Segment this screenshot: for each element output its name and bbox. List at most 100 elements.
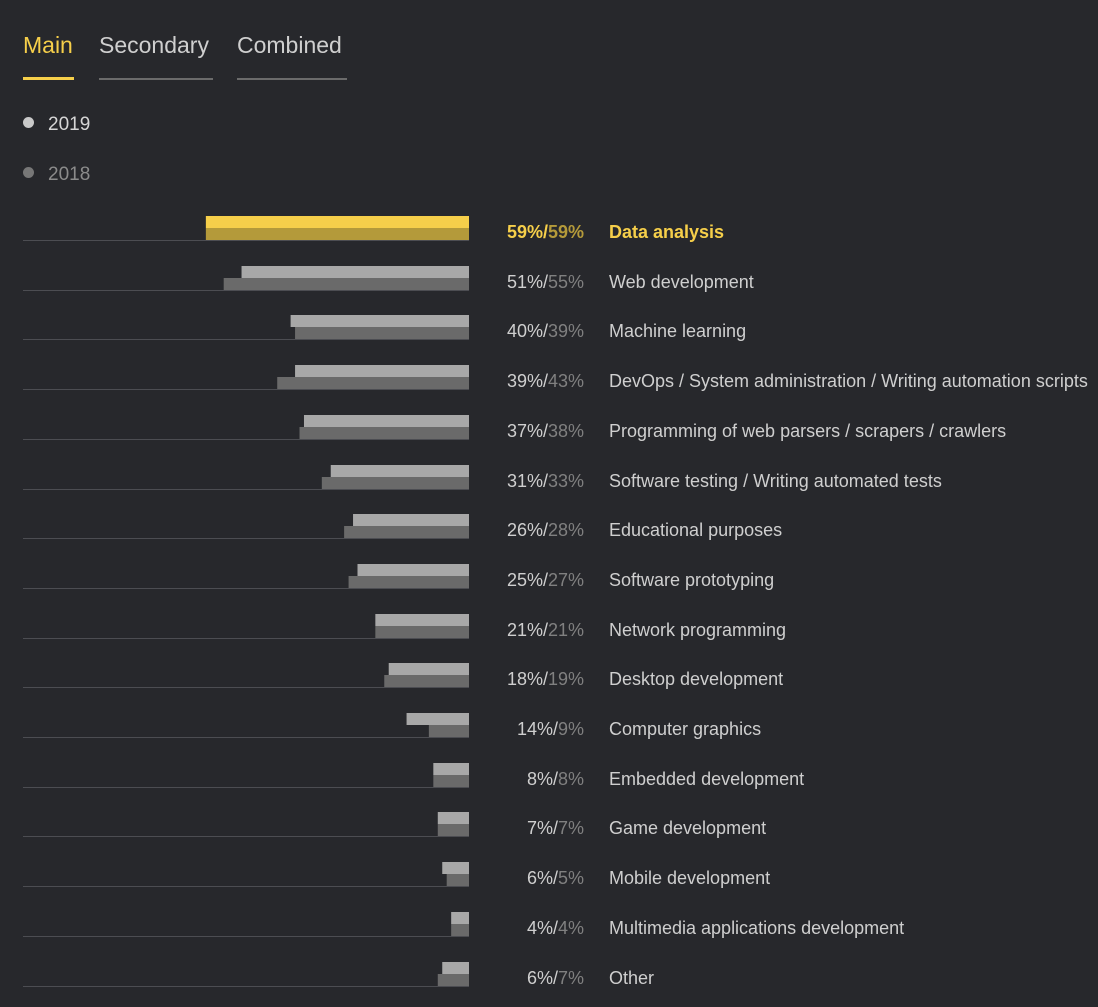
value-label: 25%/27% [507,569,584,591]
bar-2018 [223,278,469,290]
bar-2019 [303,415,469,427]
value-label: 59%/59% [507,221,584,243]
value-label: 31%/33% [507,470,584,492]
bar-2019 [406,713,469,725]
value-label: 39%/43% [507,370,584,392]
category-label: Computer graphics [609,719,762,739]
bar-2019 [437,812,469,824]
value-label: 6%/5% [527,867,584,889]
value-label: 8%/8% [527,768,584,790]
value-2019: 37%/ [506,421,548,441]
tab-combined[interactable]: Combined [237,28,347,80]
bar-2018 [446,874,469,886]
bar-2018 [321,477,469,489]
value-2019: 31%/ [506,471,548,491]
bar-2019 [205,216,470,228]
value-2018: 55% [547,272,584,292]
value-2018: 8% [557,769,584,789]
category-label: Network programming [609,620,787,640]
bar-2018 [433,775,469,787]
bar-2018 [428,725,469,737]
legend-dot-2018-icon [23,167,34,179]
legend-label-2019: 2019 [48,114,91,135]
bar-2018 [451,924,469,936]
legend-dot-2019-icon [23,117,34,129]
value-2019: 4%/ [526,918,558,938]
value-2018: 33% [547,471,584,491]
bar-2019 [433,763,469,775]
legend-item-2019[interactable]: 2019 [23,110,90,140]
value-2019: 25%/ [506,570,548,590]
category-label: Software testing / Writing automated tes… [609,471,942,491]
bar-2018 [384,675,469,687]
value-label: 21%/21% [507,619,584,641]
bar-2019 [388,663,469,675]
tab-secondary[interactable]: Secondary [99,28,213,80]
value-2019: 40%/ [506,321,548,341]
value-2018: 38% [547,421,584,441]
bar-2018 [299,427,469,439]
value-label: 37%/38% [507,420,584,442]
value-2019: 39%/ [506,371,548,391]
category-label: Other [609,968,655,988]
value-2019: 59%/ [506,222,548,242]
value-label: 7%/7% [527,817,584,839]
bar-2018 [205,228,470,240]
category-label: Software prototyping [609,570,775,590]
value-2018: 27% [547,570,584,590]
value-2019: 14%/ [516,719,558,739]
category-label: Machine learning [609,321,747,341]
value-2018: 59% [547,222,584,242]
bar-2018 [295,327,469,339]
value-2019: 7%/ [526,818,558,838]
value-2019: 18%/ [506,669,548,689]
bar-2018 [375,626,469,638]
value-label: 51%/55% [507,271,584,293]
value-2018: 19% [547,669,584,689]
bar-2019 [290,315,469,327]
category-label: Data analysis [609,222,725,242]
value-2018: 7% [557,818,584,838]
bar-2019 [330,465,469,477]
bar-2018 [437,824,469,836]
bar-2019 [353,514,469,526]
tab-main[interactable]: Main [23,28,74,80]
value-2018: 7% [557,968,584,988]
bar-2019 [357,564,469,576]
value-2019: 21%/ [506,620,548,640]
category-label: Programming of web parsers / scrapers / … [609,421,1007,441]
value-label: 26%/28% [507,519,584,541]
category-label: Game development [609,818,767,838]
category-label: Desktop development [609,669,784,689]
value-label: 14%/9% [517,718,584,740]
value-2018: 43% [547,371,584,391]
bar-2019 [442,962,469,974]
value-2019: 6%/ [526,968,558,988]
value-label: 6%/7% [527,967,584,989]
value-2018: 5% [557,868,584,888]
value-2018: 9% [557,719,584,739]
category-label: Embedded development [609,769,805,789]
value-2019: 6%/ [526,868,558,888]
category-label: DevOps / System administration / Writing… [609,371,1088,391]
value-2019: 8%/ [526,769,558,789]
value-2018: 4% [557,918,584,938]
legend-label-2018: 2018 [48,164,91,185]
legend-item-2018[interactable]: 2018 [23,160,90,190]
value-2018: 39% [547,321,584,341]
bar-2018 [277,377,469,389]
bar-2018 [437,974,469,986]
bar-2019 [295,365,469,377]
value-2019: 26%/ [506,520,548,540]
category-label: Mobile development [609,868,771,888]
value-label: 18%/19% [507,668,584,690]
bar-2019 [241,266,469,278]
category-label: Educational purposes [609,520,783,540]
bar-2019 [442,862,469,874]
value-2018: 28% [547,520,584,540]
bar-2019 [375,614,469,626]
value-label: 4%/4% [527,917,584,939]
bar-2018 [348,576,469,588]
category-label: Web development [609,272,754,292]
